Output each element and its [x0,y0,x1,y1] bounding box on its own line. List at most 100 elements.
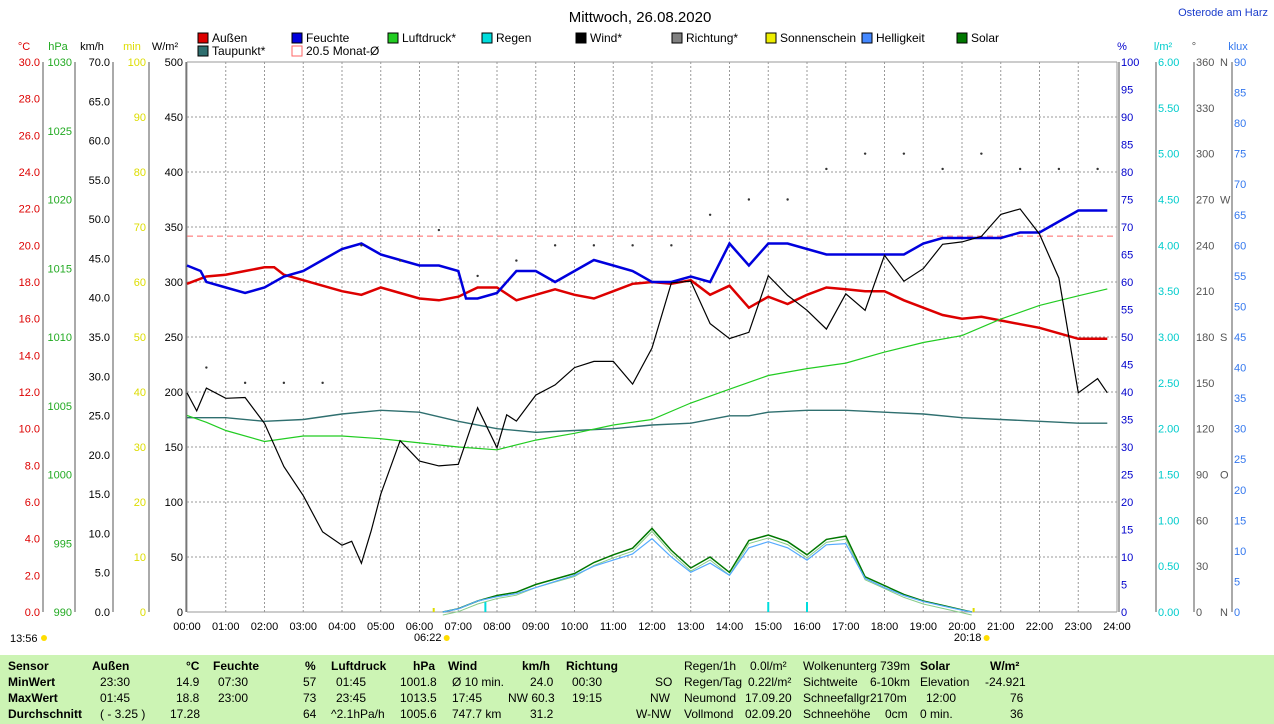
sun-icon [41,635,47,641]
tick-label-kmh: 25.0 [89,411,110,423]
tick-label-pct: 90 [1121,112,1133,124]
sun-icon [443,635,450,641]
x-tick-label: 22:00 [1026,621,1054,633]
tick-label-klux: 70 [1234,179,1246,191]
tick-label-klux: 80 [1234,118,1246,130]
x-tick-label: 07:00 [444,621,472,633]
tick-label-klux: 40 [1234,363,1246,375]
axes: 30.0 28.0 26.0 24.0 22.0 20.0 18.0 16.0 14.0 12.0… [19,57,1247,633]
stats-header-sensor: Sensor [8,659,49,673]
rain-tick [806,602,808,612]
tick-label-min: 90 [134,112,146,124]
x-tick-label: 20:00 [948,621,976,633]
tick-label-hpa: 1030 [48,57,72,69]
direction-point [941,167,944,171]
tick-label-pct: 100 [1121,57,1139,69]
stats-cell: 0.22l/m² [748,675,792,689]
tick-label-klux: 10 [1234,546,1246,558]
time-markers: 06:22 20:18 13:56 [10,608,990,645]
stats-cell: 01:45 [336,675,367,689]
stats-cell: 00:30 [572,675,603,689]
x-tick-label: 19:00 [909,621,937,633]
tick-label-kmh: 60.0 [89,136,110,148]
legend-swatch [197,45,209,57]
tick-label-temp: 4.0 [25,534,40,546]
stats-cell: Vollmond [684,707,734,721]
unit-label-deg: ° [1192,41,1196,53]
unit-label-kmh: km/h [80,41,104,53]
x-tick-label: 02:00 [251,621,279,633]
tick-label-pct: 70 [1121,222,1133,234]
tick-label-pct: 5 [1121,580,1127,592]
stats-cell: 0 min. [920,707,953,721]
tick-label-klux: 60 [1234,240,1246,252]
tick-label-klux: 25 [1234,454,1246,466]
legend-label: Solar [971,31,999,45]
unit-label-hpa: hPa [48,41,68,53]
stats-cell: ^2.1hPa/h [331,707,385,721]
tick-label-temp: 0.0 [25,607,40,619]
tick-label-pct: 95 [1121,85,1133,97]
legend-label: Regen [496,31,531,45]
statistics-panel: Sensor Außen °C Feuchte % Luftdruck hPa … [0,655,1274,724]
series-solar-secondary [442,530,972,616]
rain-tick [484,602,487,612]
stats-header-feuchte: Feuchte [213,659,260,673]
x-tick-label: 12:00 [638,621,666,633]
sunrise-label: 06:22 [414,632,442,644]
series-wind [186,208,1108,566]
stats-cell: 24.0 [530,675,554,689]
stats-header-feuchte-unit: % [305,659,316,673]
direction-point [786,198,789,201]
sunset-label: 20:18 [954,632,982,644]
stats-cell: ( - 3.25 ) [100,707,146,721]
legend-label: Außen [212,31,247,45]
legend-label: Helligkeit [876,31,925,45]
stats-cell: 18.8 [176,691,200,705]
tick-label-klux: 20 [1234,485,1246,497]
stats-cell: 19:15 [572,691,603,705]
x-tick-label: 08:00 [483,621,511,633]
tick-label-pct: 15 [1121,525,1133,537]
tick-label-temp: 20.0 [19,240,40,252]
stats-cell: SO [655,675,673,689]
tick-label-deg: 90 [1196,470,1208,482]
stats-row-avg-label: Durchschnitt [8,707,83,721]
x-tick-label: 04:00 [328,621,356,633]
stats-header-wind: Wind [448,659,478,673]
tick-label-temp: 18.0 [19,277,40,289]
tick-label-klux: 85 [1234,88,1246,100]
tick-label-lm2: 1.00 [1158,515,1179,527]
stats-cell: 36 [1010,707,1024,721]
tick-label-temp: 30.0 [19,57,40,69]
direction-point [476,274,479,278]
legend-label: Feuchte [306,31,350,45]
stats-cell: 07:30 [218,675,249,689]
tick-label-kmh: 50.0 [89,214,110,226]
tick-label-temp: 8.0 [25,460,40,472]
direction-point [670,244,673,247]
tick-label-direction: S [1220,332,1227,344]
tick-label-pct: 0 [1121,607,1127,619]
tick-label-pct: 10 [1121,552,1133,564]
x-tick-label: 00:00 [173,621,201,633]
sunshine-duration: 13:56 [10,633,38,645]
series-lines [186,152,1108,616]
x-tick-label: 18:00 [871,621,899,633]
stats-cell: 01:45 [100,691,131,705]
x-tick-label: 10:00 [561,621,589,633]
stats-header-solar: Solar [920,659,951,673]
stats-regen-1h-value: 0.0l/m² [750,659,787,673]
tick-label-deg: 30 [1196,561,1208,573]
tick-label-temp: 26.0 [19,130,40,142]
tick-label-pct: 40 [1121,387,1133,399]
rain-tick [767,602,770,612]
x-tick-label: 05:00 [367,621,395,633]
tick-label-lm2: 1.50 [1158,470,1179,482]
tick-label-wm2: 500 [165,57,183,69]
tick-label-klux: 50 [1234,301,1246,313]
tick-label-klux: 0 [1234,607,1240,619]
tick-label-pct: 45 [1121,360,1133,372]
series-helligkeit [442,537,972,613]
